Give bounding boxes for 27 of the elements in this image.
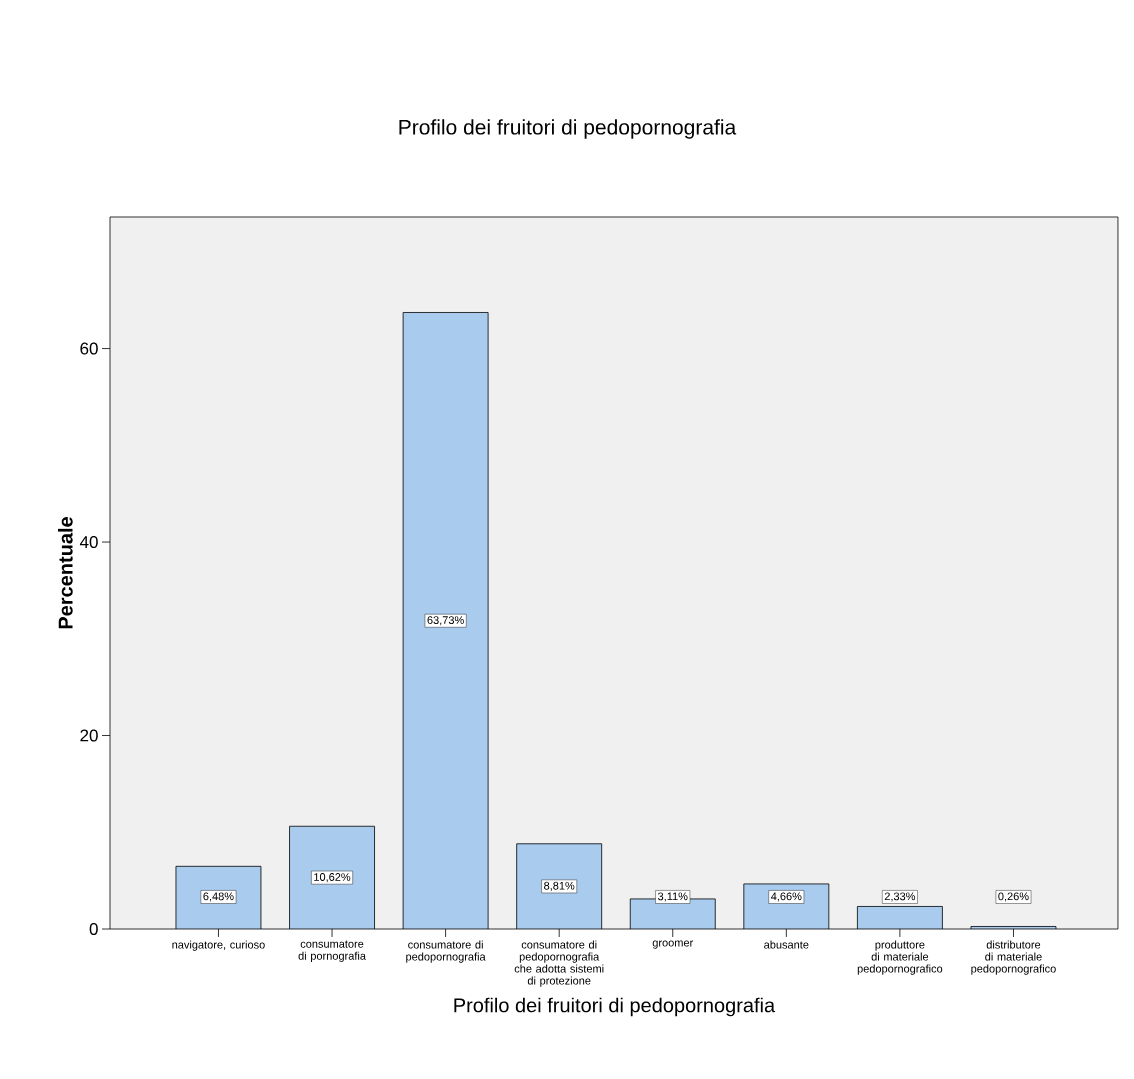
data-label: 4,66% (770, 892, 802, 902)
x-axis-title: Profilo dei fruitori di pedopornografia (454, 997, 776, 1017)
x-tick-label: consumatore di pedopornografia che adotta sistemi di protezione (514, 940, 604, 987)
data-label: 63,73% (427, 616, 464, 626)
y-axis-title: Percentuale (58, 516, 73, 629)
bar (402, 312, 489, 929)
bar (516, 843, 603, 929)
y-tick-label: 20 (80, 729, 98, 742)
data-label: 0,26% (998, 892, 1029, 902)
y-tick-label: 40 (79, 536, 98, 549)
y-tick-label: 0 (89, 922, 98, 936)
x-tick-label: distributore di materiale pedopornografico (971, 940, 1056, 975)
x-tick-label: navigatore, curioso (172, 940, 265, 951)
bar (289, 825, 375, 929)
data-label: 10,62% (314, 873, 351, 883)
data-label: 8,81% (544, 881, 575, 891)
x-tick-label: consumatore di pedopornografia (406, 940, 486, 963)
chart-title: Profilo dei fruitori di pedopornografia (399, 119, 737, 139)
x-tick-label: produttore di materiale pedopornografico (857, 940, 943, 975)
data-label: 2,33% (884, 892, 916, 902)
data-label: 6,48% (203, 892, 234, 902)
x-tick-label: groomer (652, 940, 694, 949)
data-label: 3,11% (657, 892, 688, 902)
bar (857, 906, 943, 929)
x-tick-label: abusante (764, 940, 809, 949)
y-tick-label: 60 (80, 342, 98, 355)
x-tick-label: consumatore di pornografia (298, 940, 366, 962)
